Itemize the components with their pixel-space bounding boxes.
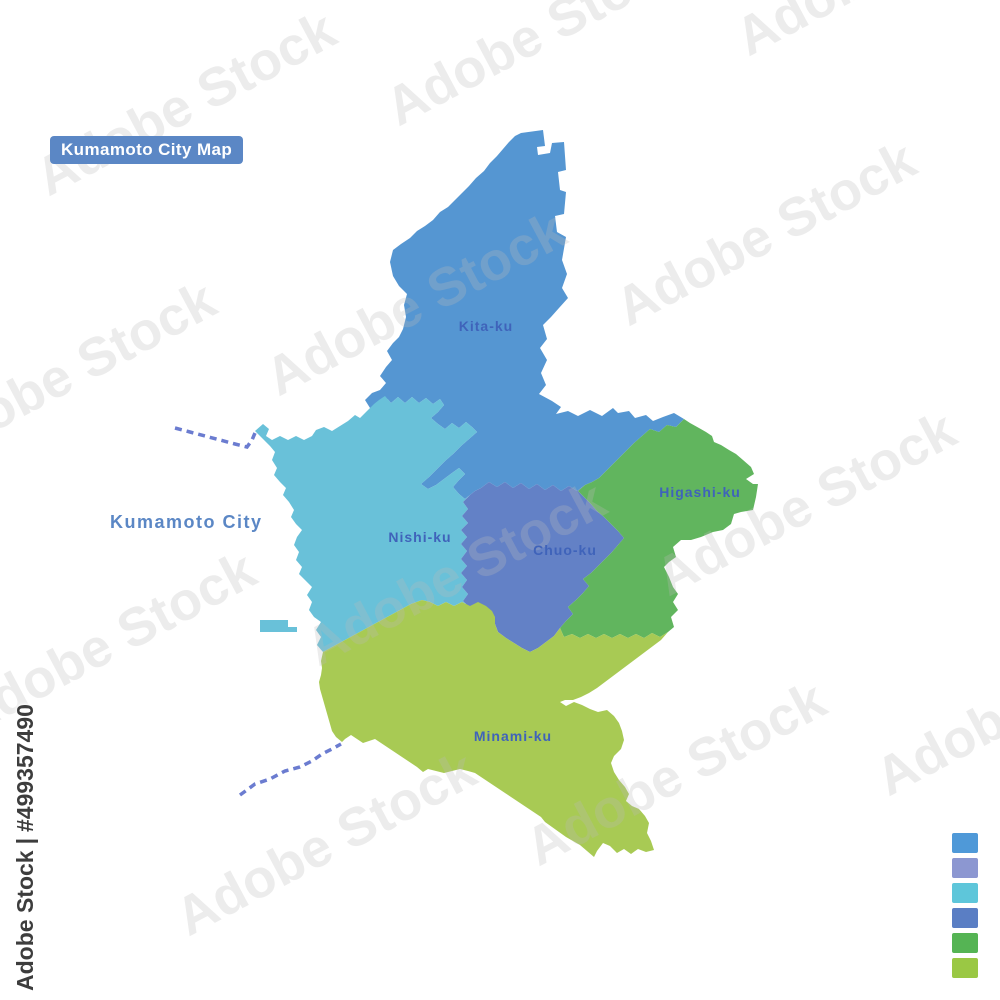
stock-watermark: Adobe Stock | #499357490 (12, 704, 39, 991)
region-higashi-ku (560, 419, 758, 638)
watermark-separator: | (12, 837, 38, 845)
label-chuo-ku: Chuo-ku (533, 542, 597, 558)
label-kita-ku: Kita-ku (458, 318, 514, 334)
title-badge: Kumamoto City Map (50, 136, 244, 164)
legend-swatch-3 (952, 883, 978, 903)
region-chuo-ku (461, 482, 624, 652)
city-name-label: Kumamoto City (110, 512, 263, 532)
island (260, 620, 297, 632)
legend-swatch-5 (952, 933, 978, 953)
sea-boundary-line-north (174, 426, 257, 449)
legend-swatch-6 (952, 958, 978, 978)
legend-swatch-1 (952, 833, 978, 853)
region-minami-ku (319, 600, 668, 857)
label-nishi-ku: Nishi-ku (388, 529, 452, 545)
stock-id-text: #499357490 (12, 704, 38, 832)
region-kita-ku (365, 130, 684, 499)
stock-brand-text: Adobe Stock (12, 850, 38, 991)
region-nishi-ku (255, 396, 495, 652)
sea-boundary-line-south (238, 742, 342, 797)
color-legend (952, 833, 978, 978)
legend-swatch-2 (952, 858, 978, 878)
label-minami-ku: Minami-ku (473, 728, 553, 744)
label-higashi-ku: Higashi-ku (659, 484, 741, 500)
legend-swatch-4 (952, 908, 978, 928)
